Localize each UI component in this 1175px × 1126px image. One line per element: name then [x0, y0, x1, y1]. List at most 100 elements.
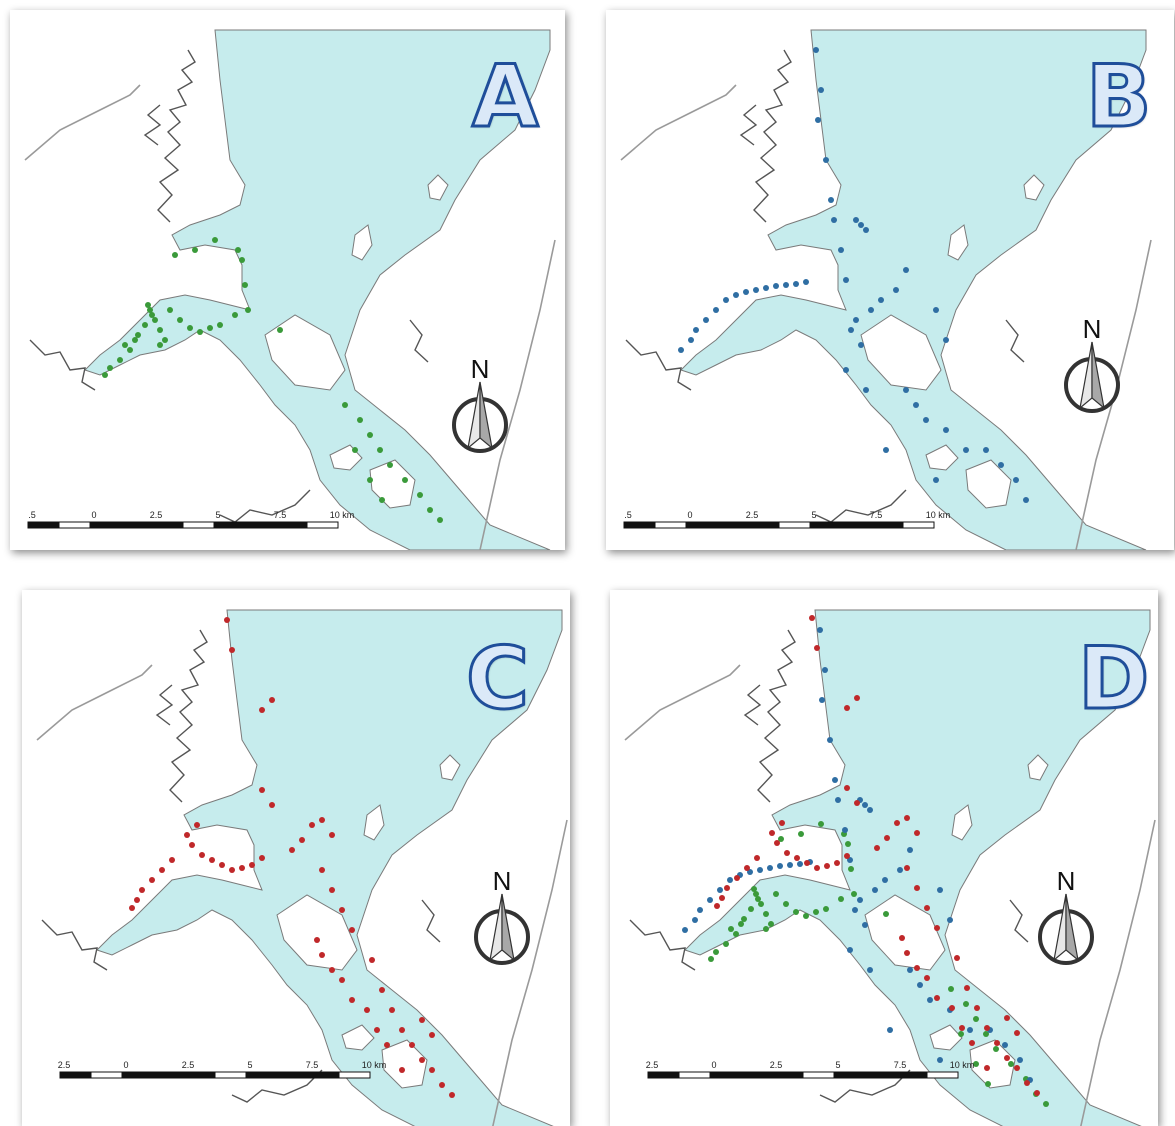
occurrence-point: [374, 1027, 380, 1033]
river: [1009, 899, 1029, 943]
island: [929, 1024, 963, 1051]
occurrence-point: [959, 1025, 965, 1031]
occurrence-point: [149, 312, 155, 318]
occurrence-point: [943, 337, 949, 343]
occurrence-point: [862, 802, 868, 808]
occurrence-point: [964, 985, 970, 991]
scale-segment: [648, 1072, 679, 1078]
scale-segment: [740, 1071, 773, 1079]
occurrence-point: [768, 921, 774, 927]
occurrence-point: [933, 477, 939, 483]
occurrence-point: [399, 1067, 405, 1073]
occurrence-point: [814, 865, 820, 871]
road: [36, 664, 153, 741]
map-layer: [36, 609, 568, 1126]
occurrence-point: [369, 957, 375, 963]
occurrence-point: [868, 307, 874, 313]
occurrence-point: [367, 477, 373, 483]
island: [965, 459, 1012, 509]
occurrence-point: [914, 965, 920, 971]
occurrence-point: [187, 325, 193, 331]
occurrence-point: [239, 257, 245, 263]
occurrence-point: [927, 997, 933, 1003]
map-panel-c: C N 2.5 0 2.5 5 7.5 10 km: [22, 590, 570, 1126]
north-label: N: [471, 354, 490, 384]
scale-segment: [214, 1071, 247, 1079]
scale-bar: .5 0 2.5 5 7.5 10 km: [623, 510, 950, 529]
river: [819, 1069, 911, 1103]
occurrence-point: [883, 911, 889, 917]
occurrence-point: [984, 1065, 990, 1071]
occurrence-point: [844, 785, 850, 791]
occurrence-point: [707, 897, 713, 903]
map-panel-a: A N .5 0 2.5 5 7.5 10 km: [10, 10, 565, 550]
occurrence-point: [857, 897, 863, 903]
scale-segment: [802, 1071, 835, 1079]
occurrence-point: [797, 861, 803, 867]
occurrence-point: [758, 901, 764, 907]
map-layer: [620, 29, 1152, 550]
occurrence-point: [967, 1027, 973, 1033]
occurrence-point: [719, 895, 725, 901]
occurrence-point: [269, 802, 275, 808]
occurrence-point: [843, 277, 849, 283]
occurrence-point: [882, 877, 888, 883]
occurrence-point: [974, 1005, 980, 1011]
occurrence-point: [842, 827, 848, 833]
island: [969, 1039, 1016, 1089]
occurrence-point: [152, 317, 158, 323]
occurrence-point: [787, 862, 793, 868]
occurrence-point: [389, 1007, 395, 1013]
arrow-right: [1091, 341, 1105, 410]
river: [739, 104, 758, 146]
island: [860, 314, 942, 391]
occurrence-point: [199, 852, 205, 858]
occurrence-point: [314, 937, 320, 943]
river: [753, 49, 792, 223]
occurrence-point: [844, 705, 850, 711]
occurrence-point: [904, 815, 910, 821]
occurrence-point: [162, 337, 168, 343]
river: [155, 684, 174, 726]
island: [427, 174, 449, 201]
occurrence-point: [102, 372, 108, 378]
occurrence-point: [748, 906, 754, 912]
occurrence-point: [697, 907, 703, 913]
occurrence-point: [803, 913, 809, 919]
occurrence-point: [924, 905, 930, 911]
occurrence-point: [783, 901, 789, 907]
scale-segment: [90, 522, 121, 528]
occurrence-point: [352, 447, 358, 453]
occurrence-point: [763, 285, 769, 291]
scale-segment: [152, 1071, 185, 1079]
north-label: N: [1083, 314, 1102, 344]
scale-tick-label: 2.5: [58, 1060, 71, 1070]
estuary-map: [36, 609, 568, 1126]
scale-tick-label: 10 km: [950, 1060, 975, 1070]
occurrence-point: [723, 941, 729, 947]
occurrence-point: [907, 847, 913, 853]
scale-segment: [58, 521, 91, 529]
occurrence-point: [1014, 1065, 1020, 1071]
occurrence-point: [678, 347, 684, 353]
occurrence-point: [828, 197, 834, 203]
occurrence-point: [815, 117, 821, 123]
occurrence-point: [289, 847, 295, 853]
estuary-map: [620, 29, 1152, 550]
occurrence-point: [147, 307, 153, 313]
occurrence-point: [149, 877, 155, 883]
scale-tick-label: 5: [811, 510, 816, 520]
occurrence-point: [717, 887, 723, 893]
occurrence-point: [958, 1031, 964, 1037]
occurrence-point: [117, 357, 123, 363]
panel-letter-b: B: [1085, 47, 1154, 147]
occurrence-point: [437, 517, 443, 523]
scale-segment: [926, 1071, 959, 1079]
island: [1027, 754, 1049, 781]
occurrence-points: [102, 237, 443, 523]
occurrence-point: [127, 347, 133, 353]
occurrence-point: [838, 247, 844, 253]
occurrence-point: [872, 887, 878, 893]
occurrence-point: [329, 832, 335, 838]
island: [363, 804, 385, 841]
